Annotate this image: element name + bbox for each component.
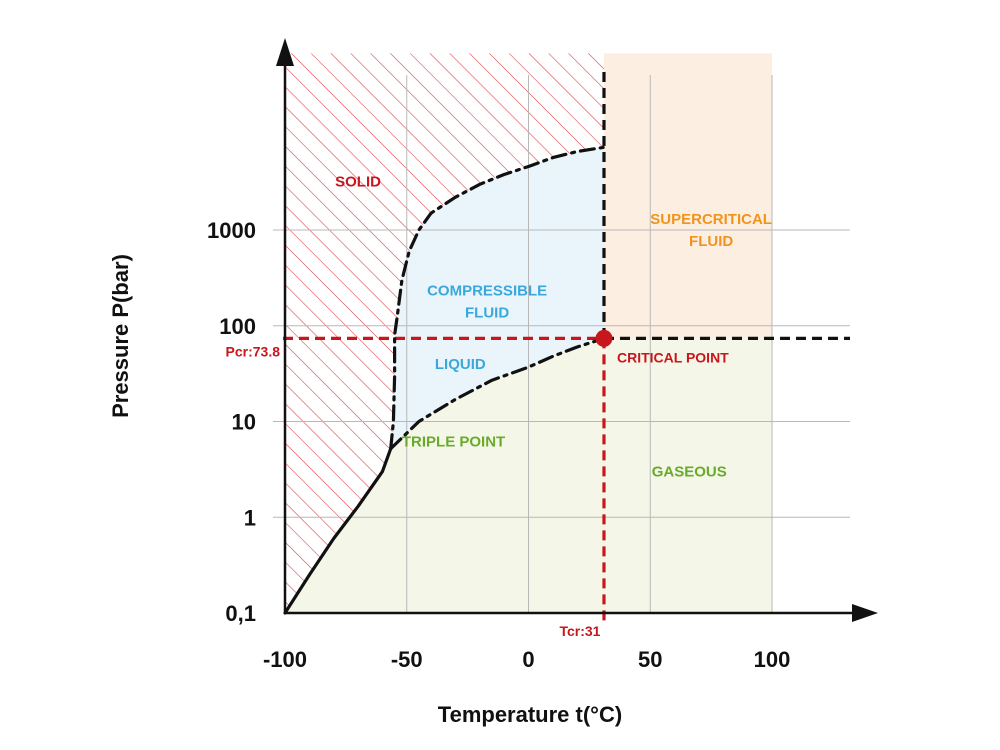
y-tick-label: 10 <box>232 410 256 435</box>
critical-guides <box>283 72 850 623</box>
liquid-label: LIQUID <box>435 356 486 373</box>
supercritical-fluid-label: SUPERCRITICAL <box>650 211 772 228</box>
x-tick-label: 0 <box>522 647 534 672</box>
y-tick-label: 1 <box>244 505 256 530</box>
triple-point-label: TRIPLE POINT <box>402 434 505 451</box>
y-tick-label: 1000 <box>207 218 256 243</box>
x-tick-label: 50 <box>638 647 662 672</box>
critical-pressure-label: Pcr:73.8 <box>226 343 281 359</box>
grid <box>273 75 850 613</box>
critical-point-marker <box>595 329 613 347</box>
solid-label: SOLID <box>335 174 381 191</box>
y-axis-title: Pressure P(bar) <box>108 254 133 418</box>
phase-curves <box>283 145 613 615</box>
axes <box>276 38 878 622</box>
compressible-fluid-label: COMPRESSIBLE <box>427 282 547 299</box>
sublimation-curve <box>283 447 393 615</box>
y-axis-arrow <box>276 38 294 66</box>
critical-point-label: CRITICAL POINT <box>617 349 729 365</box>
melting-curve <box>389 145 606 451</box>
y-tick-label: 0,1 <box>225 601 256 626</box>
x-axis-title: Temperature t(°C) <box>438 702 622 727</box>
gaseous-label: GASEOUS <box>652 464 727 481</box>
y-tick-label: 100 <box>219 314 256 339</box>
liquid-region <box>390 147 604 449</box>
x-axis-arrow <box>852 604 878 622</box>
vaporization-curve <box>389 336 606 451</box>
labels: -100 -50 0 50 100 0,1 1 10 100 1000 SOLID COMPRESSI… <box>207 174 790 672</box>
critical-temp-label: Tcr:31 <box>559 623 600 639</box>
x-tick-label: 100 <box>754 647 791 672</box>
supercritical-region <box>603 53 772 339</box>
x-tick-label: -100 <box>263 647 307 672</box>
compressible-fluid-label: FLUID <box>465 304 509 321</box>
x-tick-label: -50 <box>391 647 423 672</box>
solid-region <box>285 53 604 614</box>
supercritical-fluid-label: FLUID <box>689 233 733 250</box>
